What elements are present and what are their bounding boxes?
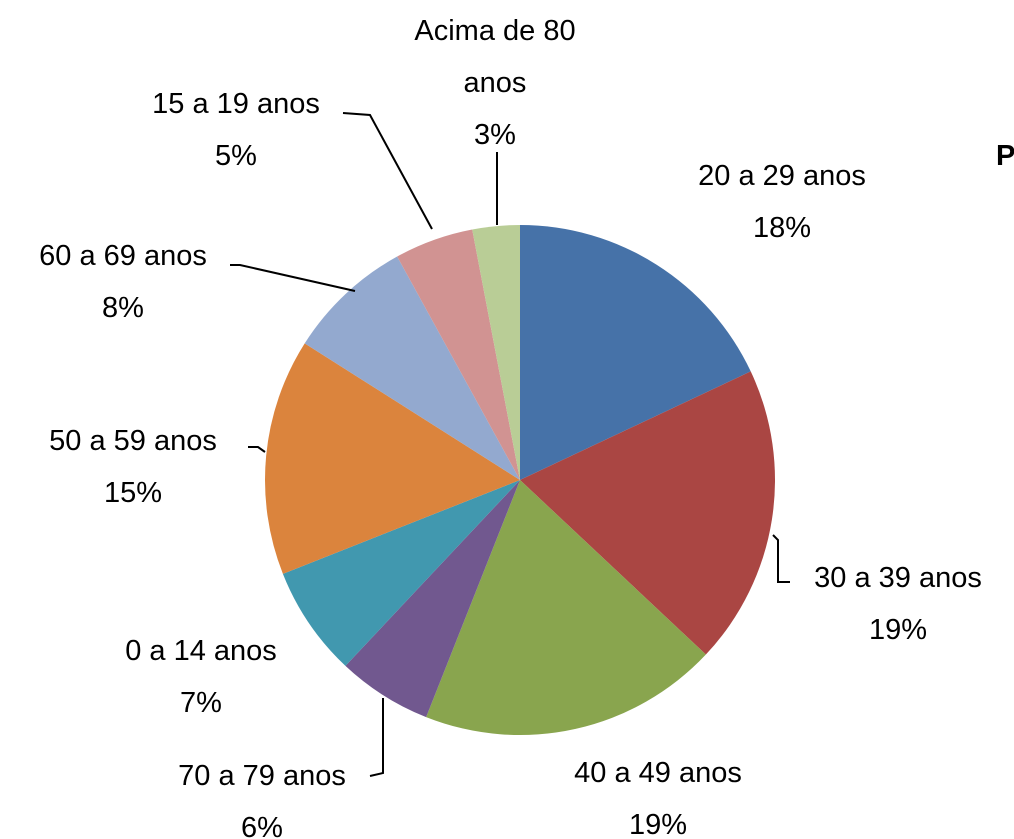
pie-slice [264, 343, 520, 574]
data-label: Acima de 80 anos 3% [380, 5, 610, 161]
value-label: 19% [868, 614, 928, 646]
category-label: Acima de 80 anos [414, 15, 576, 99]
value-label: 7% [180, 687, 222, 719]
leader-line [772, 534, 790, 583]
chart-title: P [996, 140, 1014, 172]
category-label: 70 a 79 anos [178, 760, 346, 792]
pie-slice [472, 225, 520, 480]
pie-slice [345, 480, 520, 718]
slices [264, 225, 776, 736]
category-label: 20 a 29 anos [698, 160, 866, 192]
leader-lines [230, 112, 790, 777]
data-label: 20 a 29 anos 18% [652, 150, 912, 254]
leader-line [342, 112, 433, 230]
data-label: 15 a 19 anos 5% [106, 78, 366, 182]
data-label: 70 a 79 anos 6% [132, 750, 392, 839]
pie-slice [304, 256, 520, 480]
value-label: 5% [215, 140, 257, 172]
pie-slice [426, 480, 706, 736]
leader-line [230, 264, 356, 292]
category-label: 40 a 49 anos [574, 757, 742, 789]
category-label: 30 a 39 anos [814, 562, 982, 594]
category-label: 15 a 19 anos [152, 88, 320, 120]
data-label: 50 a 59 anos 15% [3, 415, 263, 519]
category-label: 60 a 69 anos [39, 240, 207, 272]
category-label: 0 a 14 anos [125, 635, 277, 667]
leader-line [369, 698, 384, 777]
value-label: 18% [752, 212, 812, 244]
data-label: 40 a 49 anos 19% [528, 747, 788, 839]
value-label: 8% [102, 292, 144, 324]
pie-slice [520, 225, 751, 480]
value-label: 6% [241, 812, 283, 839]
data-label: 60 a 69 anos 8% [0, 230, 253, 334]
pie-slice [520, 371, 776, 655]
pie-slice [282, 480, 520, 666]
data-label: 0 a 14 anos 7% [71, 625, 331, 729]
leader-line [248, 446, 266, 453]
pie-slice [397, 229, 520, 480]
data-label: 30 a 39 anos 19% [768, 552, 1014, 656]
value-label: 19% [628, 809, 688, 839]
category-label: 50 a 59 anos [49, 425, 217, 457]
value-label: 15% [103, 477, 163, 509]
value-label: 3% [474, 119, 516, 151]
